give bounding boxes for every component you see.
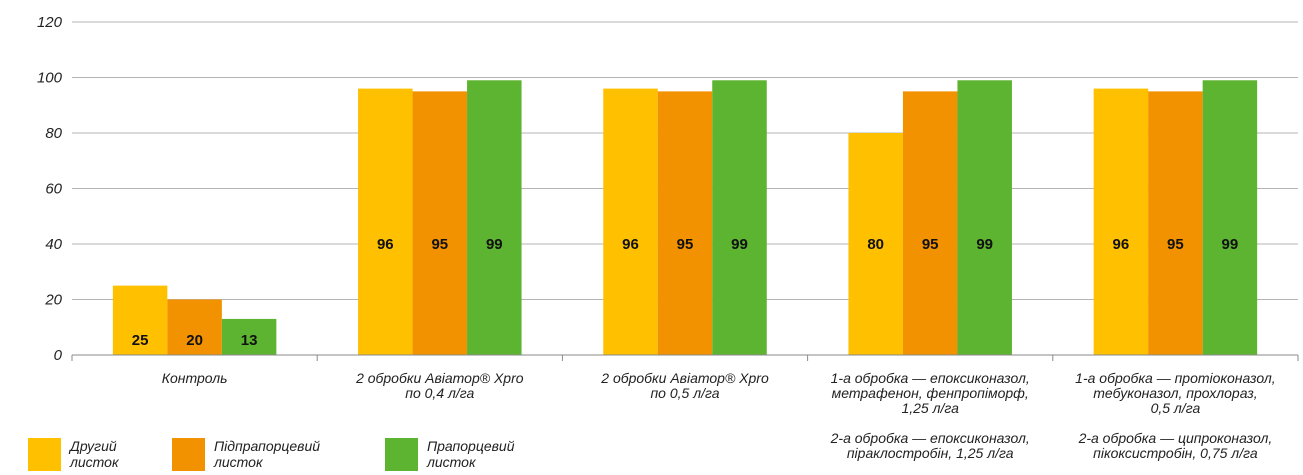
y-tick-label: 0 [54,347,63,364]
bar [1202,80,1258,356]
legend-label-line: листок [70,454,119,470]
data-label: 95 [1167,236,1184,253]
category-label-line: 2-а обробка — ципроконазол, [1078,430,1273,446]
data-label: 20 [186,332,203,349]
bar [221,318,277,355]
category-label-line: 2-а обробка — епоксиконазол, [830,430,1030,446]
legend-label-line: листок [427,454,476,470]
category-label-line: 1-а обробка — протіоконазол, [1075,370,1275,386]
x-axis [71,354,1299,361]
category-label-line: метрафенон, фенпропіморф, [832,385,1029,401]
bar [358,88,413,355]
data-label: 25 [132,332,149,349]
data-label: 99 [1222,236,1239,253]
legend-swatch [28,438,61,471]
y-tick-label: 60 [45,181,62,198]
legend-label: Прапорцевий листок [427,438,515,470]
category-label-line: 1,25 л/га [901,400,959,416]
bar [1148,91,1203,355]
legend-label-line: листок [214,454,263,470]
category-label-line: тебуконазол, прохлораз, [1093,385,1257,401]
data-label: 13 [241,332,258,349]
bar [1093,88,1149,355]
legend-item: Прапорцевий листок [385,438,515,471]
category-label-line: 2 обробки Авіатор® Xpro [600,370,769,386]
data-label: 99 [731,236,748,253]
bar [467,80,522,356]
data-label: 96 [1113,236,1130,253]
y-tick-label: 80 [45,125,62,142]
legend-item: Другий листок [28,438,119,471]
category-label-line: по 0,5 л/га [650,385,719,401]
legend-label-line: Другий [70,438,117,454]
data-label: 95 [431,236,448,253]
bars: 25 20 13 96 95 99 96 95 99 80 95 99 96 95 99 [112,80,1258,356]
bar [902,91,958,355]
bar [603,88,658,355]
legend-label-line: Прапорцевий [427,438,515,454]
category-label-line: Контроль [162,370,228,386]
data-label: 80 [867,236,884,253]
legend-item: Підпрапорцевий листок [172,438,320,471]
y-tick-label: 20 [44,292,62,309]
data-label: 96 [377,236,394,253]
data-label: 95 [922,236,939,253]
data-label: 95 [677,236,694,253]
bar [657,91,713,355]
legend-label-line: Підпрапорцевий [214,438,321,454]
bar [957,80,1012,356]
category-label-line: по 0,4 л/га [405,385,474,401]
bar [112,285,168,355]
bar [412,91,468,355]
category-label-line: 0,5 л/га [1151,400,1201,416]
y-tick-label: 40 [45,236,62,253]
y-tick-label: 120 [37,14,63,31]
legend-swatch [172,438,205,471]
bar [167,299,222,355]
y-axis-ticks: 0 20 40 60 80 100 120 [37,14,63,364]
category-label-line: 2 обробки Авіатор® Xpro [355,370,524,386]
legend-swatch [385,438,418,471]
category-label-line: піраклостробін, 1,25 л/га [847,445,1014,461]
category-label-line: пікоксистробін, 0,75 л/га [1093,445,1258,461]
bar [848,133,903,355]
y-tick-label: 100 [37,70,63,87]
legend-label: Підпрапорцевий листок [214,438,320,470]
category-label-line: 1-а обробка — епоксиконазол, [831,370,1030,386]
data-label: 99 [486,236,503,253]
data-label: 96 [622,236,639,253]
bar [712,80,767,356]
data-label: 99 [976,236,993,253]
legend-label: Другий листок [70,438,119,470]
